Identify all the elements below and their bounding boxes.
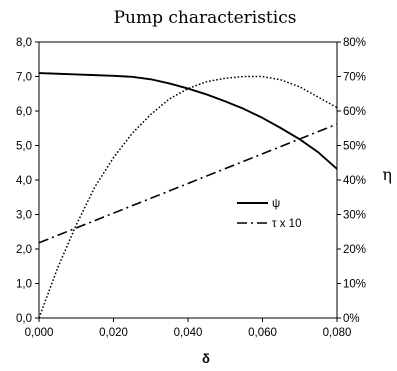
left-y-tick-label: 6,0 [16,106,32,118]
right-y-tick-label: 50% [343,141,366,153]
left-y-axis: 0,0 1,0 2,0 3,0 4,0 5,0 6,0 7,0 8,0 [16,37,39,325]
series-line-x-10 [38,123,338,244]
right-y-tick-label: 20% [343,244,366,256]
left-y-tick-label: 8,0 [16,37,32,49]
legend: ψ τ x 10 [237,198,301,230]
left-y-tick-label: 3,0 [16,210,32,222]
x-tick-label: 0,080 [323,327,352,339]
left-y-tick-label: 1,0 [16,279,32,291]
right-y-tick-label: 80% [343,37,366,49]
right-y-axis: 0% 10% 20% 30% 40% 50% 60% 70% 80% [337,37,366,325]
x-axis: 0,000 0,020 0,040 0,060 0,080 [25,318,352,339]
left-y-tick-label: 7,0 [16,72,32,84]
right-y-tick-label: 30% [343,210,366,222]
series-layer [38,72,338,319]
left-y-tick-label: 5,0 [16,141,32,153]
x-axis-label: δ [202,351,210,366]
legend-label: τ x 10 [272,218,301,230]
series-line- [38,72,338,170]
left-y-tick-label: 4,0 [16,175,32,187]
x-tick-label: 0,040 [174,327,203,339]
right-y-tick-label: 40% [343,175,366,187]
right-y-tick-label: 10% [343,279,366,291]
chart-title: Pump characteristics [114,8,297,28]
x-tick-label: 0,000 [25,327,54,339]
right-y-tick-label: 0% [343,313,360,325]
legend-label: ψ [272,198,280,210]
right-y-tick-label: 70% [343,72,366,84]
left-y-tick-label: 2,0 [16,244,32,256]
x-tick-label: 0,060 [248,327,277,339]
right-y-tick-label: 60% [343,106,366,118]
x-tick-label: 0,020 [99,327,128,339]
left-y-tick-label: 0,0 [16,313,32,325]
series-line-efficiency-eta [38,75,338,319]
right-y-axis-label: η [382,165,392,184]
